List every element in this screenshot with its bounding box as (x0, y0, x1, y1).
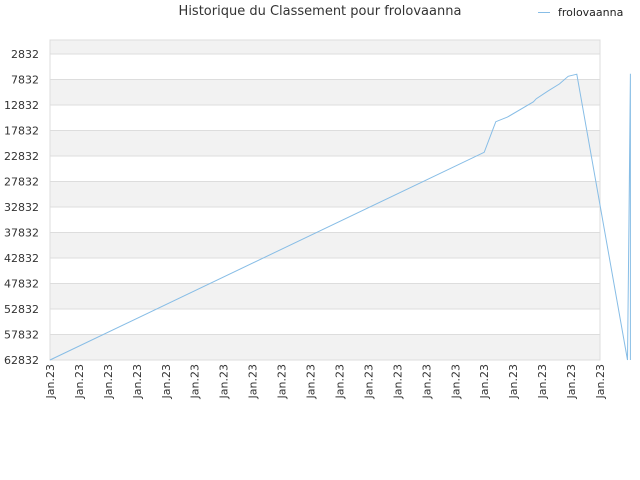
legend: frolovaanna (538, 6, 623, 19)
y-tick-label: 62832 (4, 354, 39, 367)
grid-band (50, 40, 600, 54)
x-tick-label: Jan.23 (276, 364, 289, 399)
y-tick-label: 57832 (4, 329, 39, 342)
y-tick-label: 17832 (4, 125, 39, 138)
chart-title: Historique du Classement pour frolovaann… (178, 4, 462, 19)
y-tick-label: 22832 (4, 150, 39, 163)
y-tick-label: 42832 (4, 252, 39, 265)
grid-band (50, 130, 600, 156)
x-tick-label: Jan.23 (594, 364, 607, 399)
y-tick-label: 32832 (4, 201, 39, 214)
y-tick-label: 27832 (4, 176, 39, 189)
x-tick-label: Jan.23 (565, 364, 578, 399)
grid-band (50, 283, 600, 309)
x-tick-label: Jan.23 (44, 364, 57, 399)
x-tick-label: Jan.23 (420, 364, 433, 399)
x-tick-label: Jan.23 (131, 364, 144, 399)
grid-band (50, 181, 600, 207)
x-tick-label: Jan.23 (218, 364, 231, 399)
x-tick-label: Jan.23 (247, 364, 260, 399)
x-tick-label: Jan.23 (449, 364, 462, 399)
x-tick-label: Jan.23 (362, 364, 375, 399)
x-tick-label: Jan.23 (507, 364, 520, 399)
x-tick-label: Jan.23 (189, 364, 202, 399)
x-tick-label: Jan.23 (102, 364, 115, 399)
y-tick-label: 2832 (11, 48, 39, 61)
x-tick-label: Jan.23 (391, 364, 404, 399)
y-tick-label: 12832 (4, 99, 39, 112)
series-line (49, 73, 631, 361)
legend-swatch (538, 12, 550, 13)
grid-band (50, 79, 600, 105)
x-tick-label: Jan.23 (333, 364, 346, 399)
legend-label: frolovaanna (558, 6, 624, 19)
x-tick-label: Jan.23 (160, 364, 173, 399)
x-tick-label: Jan.23 (305, 364, 318, 399)
x-tick-label: Jan.23 (478, 364, 491, 399)
x-tick-label: Jan.23 (73, 364, 86, 399)
plot-frame (49, 39, 601, 361)
y-tick-label: 37832 (4, 227, 39, 240)
y-tick-label: 47832 (4, 278, 39, 291)
grid-band (50, 232, 600, 258)
grid-band (50, 334, 600, 360)
y-tick-label: 52832 (4, 303, 39, 316)
y-tick-label: 7832 (11, 74, 39, 87)
x-tick-label: Jan.23 (536, 364, 549, 399)
